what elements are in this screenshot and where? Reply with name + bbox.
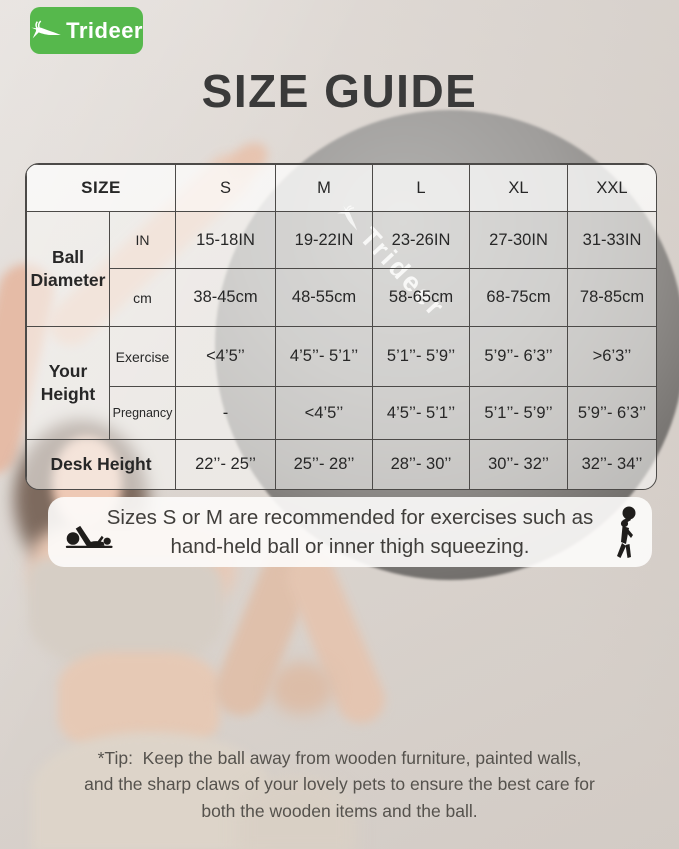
row-group-your-height: Your Height: [26, 326, 110, 440]
brand-logo: Trideer: [30, 7, 143, 54]
cell-diameter-cm-xxl: 78-85cm: [567, 268, 656, 327]
cell-desk-xxl: 32’’- 34’’: [567, 439, 656, 489]
cell-height-pregnancy-xl: 5’1’’- 5’9’’: [469, 386, 569, 440]
size-table: SIZE S M L XL XXL Ball Diameter IN 15-18…: [25, 163, 657, 490]
cell-height-pregnancy-l: 4’5’’- 5’1’’: [372, 386, 471, 440]
tip-line-1: *Tip: Keep the ball away from wooden fur…: [97, 748, 582, 768]
cell-diameter-cm-m: 48-55cm: [275, 268, 374, 327]
cell-height-exercise-m: 4’5’’- 5’1’’: [275, 326, 374, 387]
table-row: Ball Diameter IN 15-18IN 19-22IN 23-26IN…: [26, 211, 656, 327]
cell-desk-m: 25’’- 28’’: [275, 439, 374, 489]
photo-elbow: [270, 662, 334, 714]
cell-height-pregnancy-s: -: [175, 386, 277, 440]
cell-height-exercise-s: <4’5’’: [175, 326, 277, 387]
row-group-ball-diameter: Ball Diameter: [26, 211, 110, 327]
person-holding-ball-overhead-icon: [614, 506, 642, 572]
tip-line-2: and the sharp claws of your lovely pets …: [84, 774, 595, 795]
cell-desk-xl: 30’’- 32’’: [469, 439, 569, 489]
table-row: Your Height Exercise <4’5’’ 4’5’’- 5’1’’…: [26, 326, 656, 440]
column-header-l: L: [372, 164, 471, 212]
cell-diameter-in-l: 23-26IN: [372, 211, 471, 269]
table-row: Pregnancy - <4’5’’ 4’5’’- 5’1’’ 5’1’’- 5…: [27, 386, 656, 440]
column-header-s: S: [175, 164, 277, 212]
cell-diameter-in-s: 15-18IN: [175, 211, 277, 269]
cell-diameter-cm-s: 38-45cm: [175, 268, 277, 327]
cell-diameter-cm-l: 58-65cm: [372, 268, 471, 327]
column-header-xl: XL: [469, 164, 569, 212]
row-group-desk-height: Desk Height: [26, 439, 177, 489]
row-sub-in: IN: [108, 211, 177, 269]
cell-height-pregnancy-xxl: 5’9’’- 6’3’’: [567, 386, 656, 440]
cell-height-pregnancy-m: <4’5’’: [275, 386, 374, 440]
care-tip: *Tip: Keep the ball away from wooden fur…: [0, 745, 679, 824]
note-line-2: hand-held ball or inner thigh squeezing.: [170, 535, 530, 558]
row-sub-cm: cm: [108, 268, 177, 327]
page-title: SIZE GUIDE: [201, 65, 478, 117]
brand-name: Trideer: [66, 17, 143, 43]
cell-diameter-in-xxl: 31-33IN: [567, 211, 656, 269]
photo-leggings: [32, 732, 270, 849]
recommendation-note: Sizes S or M are recommended for exercis…: [48, 497, 652, 567]
cell-desk-s: 22’’- 25’’: [175, 439, 277, 489]
photo-thigh: [238, 775, 356, 849]
photo-sports-bra: [28, 558, 223, 670]
cell-desk-l: 28’’- 30’’: [372, 439, 471, 489]
cell-height-exercise-l: 5’1’’- 5’9’’: [372, 326, 471, 387]
column-header-xxl: XXL: [567, 164, 656, 212]
row-sub-pregnancy: Pregnancy: [108, 386, 177, 440]
deer-icon: [31, 19, 61, 38]
size-table-grid: SIZE S M L XL XXL Ball Diameter IN 15-18…: [26, 164, 656, 489]
cell-diameter-cm-xl: 68-75cm: [469, 268, 569, 327]
table-corner-label: SIZE: [26, 164, 177, 212]
tip-line-3: both the wooden items and the ball.: [201, 800, 478, 821]
column-header-m: M: [275, 164, 374, 212]
cell-diameter-in-m: 19-22IN: [275, 211, 374, 269]
table-row: Desk Height 22’’- 25’’ 25’’- 28’’ 28’’- …: [26, 439, 656, 489]
note-line-1: Sizes S or M are recommended for exercis…: [106, 505, 594, 529]
cell-diameter-in-xl: 27-30IN: [469, 211, 569, 269]
cell-height-exercise-xxl: >6’3’’: [567, 326, 656, 387]
person-lying-ball-exercise-icon: [64, 516, 118, 560]
table-row: cm 38-45cm 48-55cm 58-65cm 68-75cm 78-85…: [27, 268, 656, 327]
row-sub-exercise: Exercise: [108, 326, 177, 387]
cell-height-exercise-xl: 5’9’’- 6’3’’: [469, 326, 569, 387]
